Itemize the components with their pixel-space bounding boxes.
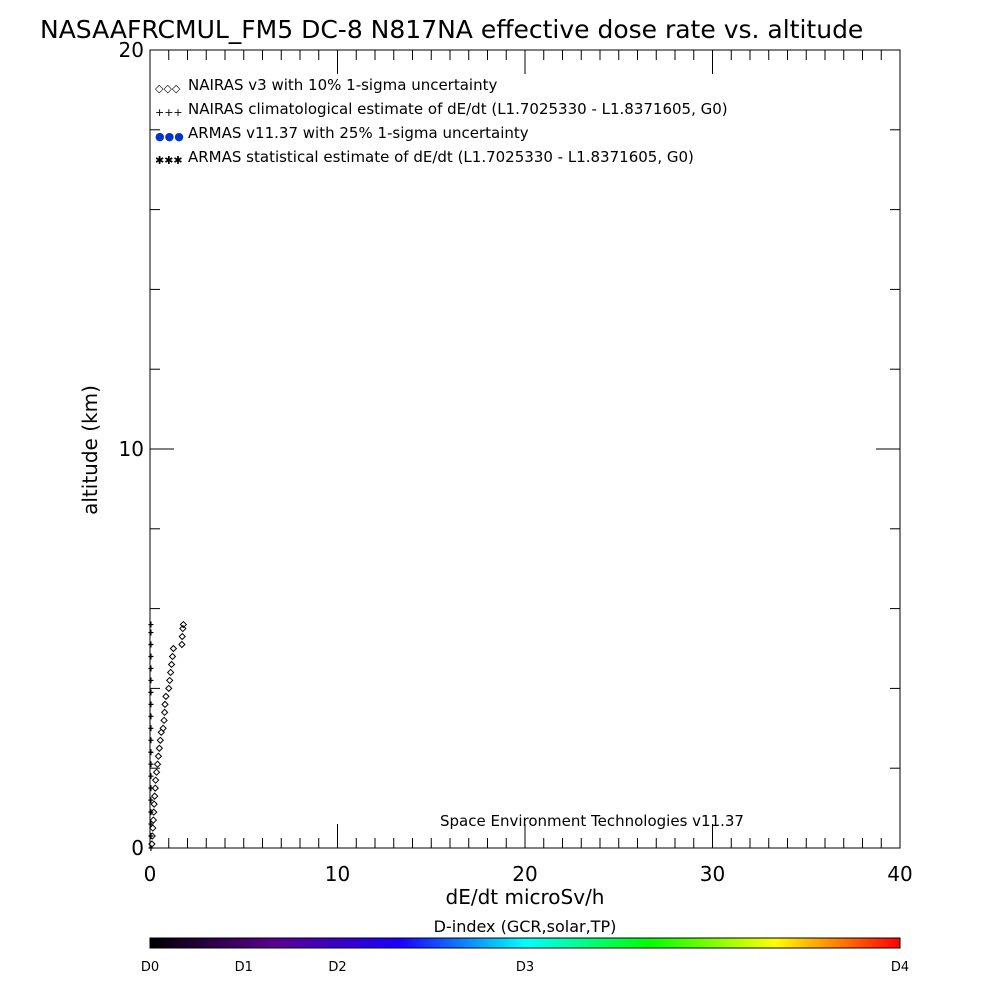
diamond-point bbox=[162, 692, 170, 701]
diamond-point bbox=[153, 760, 162, 768]
diamond-point bbox=[178, 640, 186, 649]
plus-point bbox=[148, 621, 154, 628]
diamond-point bbox=[157, 728, 165, 736]
plus-point bbox=[148, 833, 154, 840]
axis-ticks bbox=[149, 49, 901, 849]
diamond-point bbox=[179, 620, 188, 629]
legend-symbol: ✱✱✱ bbox=[155, 154, 183, 167]
diamond-point bbox=[178, 632, 186, 641]
diamond-point bbox=[168, 652, 177, 661]
annotation-label: Space Environment Technologies v11.37 bbox=[440, 812, 744, 830]
legend-symbol: ◇◇◇ bbox=[155, 82, 181, 95]
x-tick-label: 20 bbox=[512, 862, 537, 886]
legend-label: NAIRAS climatological estimate of dE/dt … bbox=[188, 100, 728, 118]
diamond-point bbox=[166, 668, 175, 677]
diamond-point bbox=[156, 736, 165, 744]
plus-point bbox=[148, 677, 154, 684]
x-tick-label: 10 bbox=[325, 862, 350, 886]
colorbar-label: D1 bbox=[235, 960, 253, 975]
x-axis-label: dE/dt microSv/h bbox=[446, 885, 605, 909]
diamond-point bbox=[161, 700, 169, 709]
x-tick-label: 40 bbox=[887, 862, 912, 886]
plus-point bbox=[148, 737, 154, 744]
y-tick-label: 10 bbox=[119, 437, 144, 461]
diamond-point bbox=[155, 744, 164, 752]
diamond-point bbox=[165, 676, 174, 685]
legend-label: NAIRAS v3 with 10% 1-sigma uncertainty bbox=[188, 76, 497, 94]
colorbar-label: D3 bbox=[516, 960, 534, 975]
diamond-point bbox=[151, 776, 160, 784]
plus-point bbox=[148, 665, 154, 672]
plus-point bbox=[148, 797, 154, 804]
diamond-point bbox=[148, 832, 156, 840]
y-axis-label: altitude (km) bbox=[78, 385, 102, 515]
x-tick-label: 0 bbox=[144, 862, 157, 886]
x-tick-label: 30 bbox=[700, 862, 725, 886]
x-tick-labels: 0 10 20 30 40 bbox=[144, 862, 913, 886]
plus-point bbox=[148, 689, 154, 696]
diamond-point bbox=[159, 724, 167, 733]
plus-point bbox=[148, 785, 154, 792]
diamond-point bbox=[160, 708, 169, 717]
colorbar-labels: D0 D1 D2 D3 D4 bbox=[141, 960, 909, 975]
chart-title: NASAAFRCMUL_FM5 DC-8 N817NA effective do… bbox=[40, 15, 863, 44]
plot-frame bbox=[149, 49, 901, 849]
plus-point bbox=[148, 809, 154, 816]
colorbar-label: D2 bbox=[328, 960, 346, 975]
diamond-point bbox=[150, 800, 158, 808]
diamond-point bbox=[150, 808, 158, 816]
legend-label: ARMAS v11.37 with 25% 1-sigma uncertaint… bbox=[188, 124, 529, 142]
diamond-point bbox=[150, 792, 159, 800]
y-tick-labels: 0 10 20 bbox=[119, 38, 144, 860]
colorbar bbox=[149, 937, 901, 949]
plus-point bbox=[148, 713, 154, 720]
diamond-point bbox=[151, 784, 159, 792]
plus-point bbox=[148, 653, 154, 660]
legend-symbol: +++ bbox=[155, 106, 183, 119]
legend: ◇◇◇ NAIRAS v3 with 10% 1-sigma uncertaint… bbox=[155, 76, 728, 167]
diamond-point bbox=[167, 660, 176, 669]
y-tick-label: 20 bbox=[119, 38, 144, 62]
diamond-point bbox=[148, 840, 156, 848]
plus-point bbox=[148, 749, 154, 756]
plus-point bbox=[148, 761, 154, 768]
colorbar-label: D4 bbox=[891, 960, 909, 975]
diamond-point bbox=[160, 716, 168, 725]
data-points bbox=[148, 620, 188, 851]
colorbar-label: D0 bbox=[141, 960, 159, 975]
legend-symbol: ●●● bbox=[155, 130, 184, 143]
diamond-point bbox=[152, 768, 161, 776]
diamond-point bbox=[165, 684, 173, 693]
diamond-point bbox=[154, 752, 163, 760]
plus-point bbox=[148, 725, 154, 732]
plus-point bbox=[148, 821, 154, 828]
plus-point bbox=[148, 629, 154, 636]
diamond-point bbox=[169, 644, 178, 653]
plus-point bbox=[148, 845, 154, 851]
plus-point bbox=[148, 701, 154, 708]
plus-point bbox=[148, 773, 154, 780]
plus-point bbox=[148, 641, 154, 648]
diamond-point bbox=[179, 624, 187, 633]
diamond-point bbox=[149, 816, 158, 824]
y-tick-label: 0 bbox=[131, 836, 144, 860]
legend-label: ARMAS statistical estimate of dE/dt (L1.… bbox=[188, 148, 694, 166]
colorbar-title: D-index (GCR,solar,TP) bbox=[434, 917, 617, 936]
